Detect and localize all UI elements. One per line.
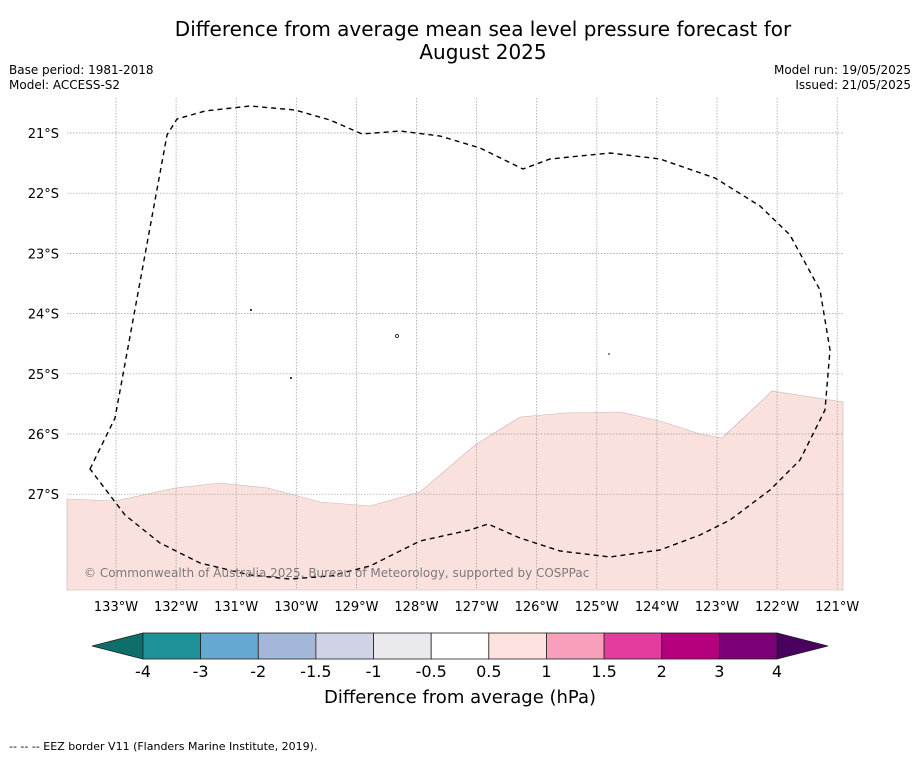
copyright-text: © Commonwealth of Australia 2025, Bureau… [84,566,589,580]
graticule [67,98,843,590]
longitude-label: 122°W [755,600,799,615]
colorbar-tick-label: -3 [193,662,209,681]
meta-right: Model run: 19/05/2025 Issued: 21/05/2025 [774,63,911,93]
colorbar-segment [546,632,605,660]
longitude-label: 133°W [94,600,138,615]
island [290,377,292,379]
latitude-label: 22°S [28,187,59,202]
colorbar-title: Difference from average (hPa) [324,687,596,708]
colorbar-tick-label: -4 [135,662,151,681]
colorbar-segment [142,632,202,660]
longitude-label: 121°W [815,600,859,615]
title-line-1: Difference from average mean sea level p… [174,17,792,41]
map-title: Difference from average mean sea level p… [0,18,919,64]
latitude-label: 27°S [28,488,59,503]
colorbar-tick-label: -2 [250,662,266,681]
longitude-labels: 133°W 132°W 131°W 130°W 129°W 128°W 127°W 126°W… [94,600,860,615]
colorbar-segment [661,632,720,660]
colorbar-tick-label: -1 [366,662,382,681]
colorbar-tick-label: -0.5 [416,662,447,681]
colorbar [91,632,829,660]
colorbar-tick-labels: -4 -3 -2 -1.5 -1 -0.5 0.5 1 1.5 2 3 4 [135,662,782,681]
longitude-label: 132°W [154,600,198,615]
colorbar-segment [488,632,547,660]
longitude-label: 131°W [214,600,258,615]
issued-date: Issued: 21/05/2025 [795,78,911,92]
longitude-label: 127°W [455,600,499,615]
longitude-label: 128°W [394,600,438,615]
colorbar-segment [718,632,778,660]
model-name: Model: ACCESS-S2 [9,78,121,92]
longitude-label: 124°W [635,600,679,615]
colorbar-segment [373,632,432,660]
latitude-label: 24°S [28,308,59,323]
longitude-label: 130°W [274,600,318,615]
colorbar-tick-label: 4 [772,662,782,681]
longitude-label: 129°W [334,600,378,615]
colorbar-extend-low [91,632,144,660]
longitude-label: 123°W [695,600,739,615]
colorbar-tick-label: 1 [541,662,551,681]
latitude-label: 23°S [28,247,59,262]
anomaly-region-0.5-1 [66,390,844,591]
colorbar-segment [257,632,317,660]
colorbar-tick-label: 1.5 [591,662,616,681]
latitude-label: 21°S [28,127,59,142]
island [250,309,252,311]
colorbar-segment [200,632,259,660]
eez-source-note: -- -- -- EEZ border V11 (Flanders Marine… [9,740,318,753]
latitude-label: 26°S [28,428,59,443]
colorbar-tick-label: 0.5 [476,662,501,681]
colorbar-tick-label: 2 [657,662,667,681]
colorbar-segment [603,632,663,660]
longitude-label: 125°W [575,600,619,615]
colorbar-extend-high [776,632,829,660]
model-run: Model run: 19/05/2025 [773,63,911,77]
island [395,334,399,338]
colorbar-tick-label: 3 [714,662,724,681]
longitude-label: 126°W [515,600,559,615]
latitude-label: 25°S [28,368,59,383]
island [608,353,610,355]
title-line-2: August 2025 [419,40,547,64]
colorbar-segment [430,632,490,660]
eez-border [89,105,831,580]
base-period: Base period: 1981-2018 [9,63,154,77]
meta-left: Base period: 1981-2018 Model: ACCESS-S2 [9,63,154,93]
colorbar-segment [315,632,374,660]
latitude-labels: 21°S 22°S 23°S 24°S 25°S 26°S 27°S [28,127,59,503]
colorbar-tick-label: -1.5 [300,662,331,681]
